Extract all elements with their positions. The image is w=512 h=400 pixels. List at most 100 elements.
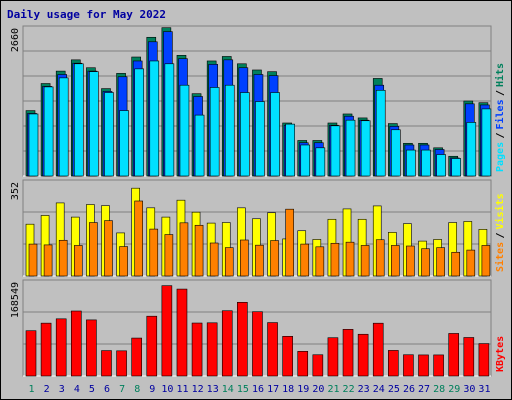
chart-title: Daily usage for May 2022 (7, 8, 166, 21)
x-tick-day10: 10 (161, 384, 173, 395)
x-tick-day15: 15 (237, 384, 249, 395)
bar-pages-day9 (149, 60, 160, 177)
bar-pages-day11 (179, 84, 190, 177)
bar-kbytes-day3 (55, 318, 67, 377)
bar-sites-day23 (360, 245, 370, 277)
bar-pages-day25 (391, 129, 401, 177)
x-tick-day13: 13 (207, 384, 219, 395)
bar-kbytes-day2 (40, 322, 52, 377)
legend-files: Files (494, 99, 506, 129)
legend-sites: Sites (494, 242, 506, 272)
bar-kbytes-day4 (70, 310, 82, 377)
bar-kbytes-day19 (297, 351, 309, 377)
bar-pages-day19 (300, 144, 311, 177)
bar-kbytes-day25 (388, 350, 399, 377)
y-max-label-middle: 352 (10, 182, 21, 200)
bar-kbytes-day31 (478, 343, 490, 377)
bar-kbytes-day5 (86, 319, 97, 377)
bar-pages-day10 (164, 63, 175, 177)
x-tick-day26: 26 (403, 384, 415, 395)
bar-sites-day20 (315, 246, 325, 277)
x-tick-day19: 19 (297, 384, 309, 395)
bar-pages-day12 (194, 114, 205, 177)
bar-kbytes-day28 (433, 354, 444, 377)
bar-sites-day14 (224, 247, 234, 277)
bar-kbytes-day17 (267, 322, 278, 377)
bar-sites-day9 (149, 228, 159, 277)
bar-kbytes-day1 (25, 330, 37, 377)
bar-pages-day20 (315, 147, 326, 177)
bar-kbytes-day29 (448, 333, 460, 377)
bar-sites-day11 (179, 222, 189, 277)
x-tick-day17: 17 (267, 384, 279, 395)
x-tick-day23: 23 (358, 384, 370, 395)
bar-sites-day28 (436, 247, 445, 277)
bar-sites-day29 (451, 251, 461, 277)
bar-pages-day21 (330, 125, 341, 177)
bar-kbytes-day7 (116, 350, 127, 377)
y-max-label-top: 2660 (10, 28, 21, 52)
x-tick-day29: 29 (448, 384, 460, 395)
bar-pages-day5 (89, 71, 99, 177)
bar-sites-day8 (134, 200, 143, 277)
bar-sites-day12 (194, 224, 204, 277)
x-tick-day7: 7 (119, 384, 125, 395)
bar-sites-day27 (421, 248, 430, 277)
x-tick-day22: 22 (343, 384, 355, 395)
y-max-label-bottom: 168549 (10, 282, 21, 318)
bar-pages-day7 (119, 110, 129, 177)
bar-pages-day23 (360, 120, 371, 177)
bar-pages-day27 (421, 149, 431, 177)
bar-pages-day6 (104, 92, 114, 177)
bar-sites-day10 (164, 234, 174, 277)
bar-kbytes-day8 (131, 337, 142, 377)
bar-kbytes-day14 (221, 310, 233, 377)
x-tick-day25: 25 (388, 384, 400, 395)
bar-sites-day7 (119, 246, 128, 277)
bar-sites-day6 (104, 220, 113, 277)
x-tick-day14: 14 (222, 384, 234, 395)
bar-kbytes-day20 (312, 354, 324, 377)
x-tick-day9: 9 (149, 384, 155, 395)
bar-kbytes-day24 (372, 322, 384, 377)
bar-kbytes-day22 (342, 329, 354, 377)
x-tick-day20: 20 (312, 384, 324, 395)
legend-separator: / (495, 90, 506, 96)
x-tick-day28: 28 (433, 384, 445, 395)
legend-separator: / (495, 132, 506, 138)
bar-pages-day16 (255, 101, 265, 177)
x-tick-day31: 31 (478, 384, 490, 395)
bar-sites-day25 (391, 245, 400, 277)
bar-kbytes-day18 (282, 336, 293, 377)
legend-visits: Visits (494, 193, 506, 229)
bar-kbytes-day21 (327, 337, 339, 377)
bar-kbytes-day13 (206, 322, 218, 377)
x-tick-day21: 21 (327, 384, 339, 395)
x-tick-day2: 2 (44, 384, 50, 395)
bar-pages-day29 (451, 158, 462, 177)
bar-sites-day21 (330, 242, 340, 277)
bar-kbytes-day15 (237, 301, 248, 377)
bar-pages-day2 (43, 86, 54, 177)
x-tick-day8: 8 (134, 384, 140, 395)
bar-sites-day24 (375, 239, 385, 277)
bar-sites-day19 (300, 243, 310, 277)
bar-sites-day1 (28, 243, 38, 277)
x-tick-day1: 1 (29, 384, 35, 395)
bar-pages-day18 (285, 123, 295, 177)
bar-kbytes-day27 (418, 354, 429, 377)
x-tick-day3: 3 (59, 384, 65, 395)
x-tick-day12: 12 (192, 384, 204, 395)
bar-pages-day14 (224, 84, 235, 177)
bar-pages-day26 (406, 149, 416, 177)
bar-pages-day24 (375, 89, 386, 177)
bar-pages-day22 (345, 119, 356, 177)
bar-sites-day3 (58, 239, 68, 277)
bar-sites-day5 (89, 222, 98, 277)
bar-pages-day3 (58, 77, 69, 177)
bar-pages-day30 (466, 122, 477, 177)
bar-kbytes-day16 (252, 311, 263, 377)
bar-sites-day2 (43, 244, 53, 277)
legend-pages: Pages (495, 142, 506, 172)
